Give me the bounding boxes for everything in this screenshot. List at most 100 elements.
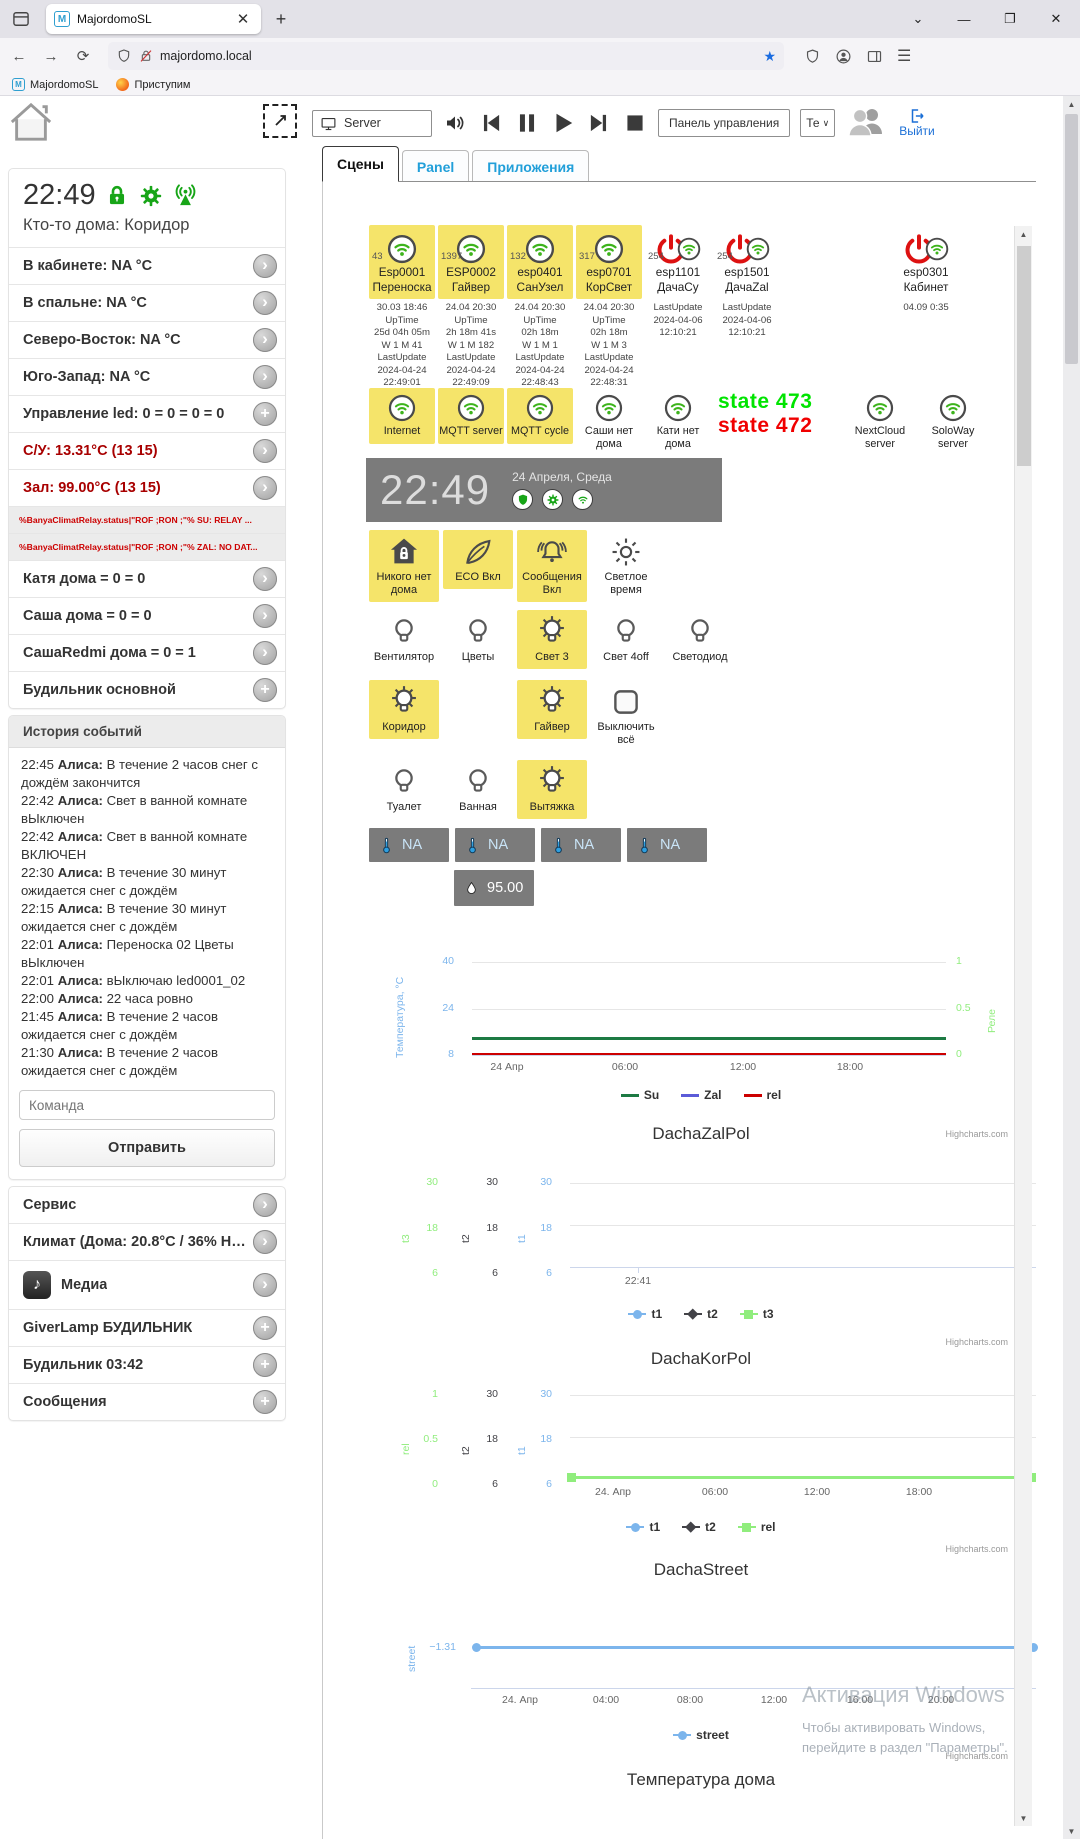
- media-pause-button[interactable]: [514, 110, 540, 136]
- device-tile[interactable]: 317 esp0701 КорСвет 24.04 20:30 UpTime 0…: [576, 225, 642, 390]
- main-tab[interactable]: Panel: [401, 150, 470, 182]
- theme-select[interactable]: Те ∨: [800, 109, 836, 137]
- url-text[interactable]: majordomo.local: [160, 49, 252, 63]
- volume-icon[interactable]: [442, 110, 468, 136]
- sidebar-row[interactable]: ♪ Сообщения: [9, 1383, 285, 1420]
- scene-button[interactable]: Гайвер: [517, 680, 587, 739]
- scene-button[interactable]: Никого нет дома: [369, 530, 439, 602]
- legend-item[interactable]: street: [673, 1728, 729, 1742]
- scene-button[interactable]: Цветы: [443, 610, 513, 669]
- legend-item[interactable]: Zal: [681, 1088, 722, 1102]
- legend-item[interactable]: rel: [737, 1520, 776, 1534]
- legend-item[interactable]: rel: [743, 1088, 781, 1102]
- sidebar-row[interactable]: ♪ GiverLamp БУДИЛЬНИК: [9, 1309, 285, 1346]
- command-input[interactable]: [19, 1090, 275, 1120]
- sidebar-row[interactable]: ♪ Будильник 03:42: [9, 1346, 285, 1383]
- users-avatar-icon[interactable]: [845, 104, 889, 142]
- browser-tab[interactable]: M MajordomoSL ✕: [46, 4, 261, 34]
- extension-shield-icon[interactable]: [804, 48, 821, 65]
- scroll-down-icon[interactable]: ▼: [1067, 1826, 1076, 1836]
- sidebar-row[interactable]: ♪ Будильник основной: [9, 671, 285, 708]
- row-action-button[interactable]: [253, 402, 277, 426]
- thermometer-tile[interactable]: NA: [369, 828, 449, 862]
- main-tab[interactable]: Приложения: [472, 150, 590, 182]
- sidebar-row[interactable]: ♪ Юго-Запад: NA °C: [9, 358, 285, 395]
- menu-hamburger-icon[interactable]: ☰: [897, 48, 912, 65]
- media-prev-button[interactable]: [478, 110, 504, 136]
- new-tab-button[interactable]: +: [275, 8, 287, 29]
- device-tile[interactable]: 1397 ESP0002 Гайвер 24.04 20:30 UpTime 2…: [438, 225, 504, 390]
- address-field[interactable]: majordomo.local ★: [108, 42, 784, 70]
- row-action-button[interactable]: [253, 1353, 277, 1377]
- row-action-button[interactable]: [253, 254, 277, 278]
- sidebar-row[interactable]: ♪ Управление led: 0 = 0 = 0 = 0: [9, 395, 285, 432]
- row-action-button[interactable]: [253, 1316, 277, 1340]
- legend-item[interactable]: t1: [628, 1307, 662, 1321]
- bookmark-item[interactable]: Приступим: [116, 78, 190, 91]
- sidebar-row[interactable]: ♪ Климат (Дома: 20.8°C / 36% На ул...: [9, 1223, 285, 1260]
- send-button[interactable]: Отправить: [19, 1129, 275, 1167]
- bookmark-item[interactable]: M MajordomoSL: [12, 78, 98, 91]
- back-button[interactable]: ←: [11, 47, 27, 65]
- sidebar-row[interactable]: ♪ С/У: 13.31°C (13 15): [9, 432, 285, 469]
- server-select[interactable]: Server: [312, 109, 432, 137]
- media-stop-button[interactable]: [622, 110, 648, 136]
- scene-button[interactable]: ECO Вкл: [443, 530, 513, 589]
- sidebar-row[interactable]: ♪ Зал: 99.00°C (13 15): [9, 469, 285, 506]
- tab-close-icon[interactable]: ✕: [236, 11, 250, 28]
- status-tile[interactable]: Саши нет дома: [576, 388, 642, 457]
- scene-button[interactable]: Свет 4off: [591, 610, 661, 669]
- status-tile[interactable]: NextCloud server: [845, 388, 915, 457]
- antenna-icon[interactable]: [172, 182, 199, 209]
- sidebar-toggle-icon[interactable]: [866, 48, 883, 65]
- browser-scrollbar-thumb[interactable]: [1065, 114, 1078, 364]
- row-action-button[interactable]: [253, 567, 277, 591]
- device-tile[interactable]: esp0301 Кабинет 04.09 0:35: [893, 225, 959, 390]
- forward-button[interactable]: →: [43, 47, 59, 65]
- sidebar-row[interactable]: ♪ %BanyaClimatRelay.status|"ROF ;RON ;"%…: [9, 533, 285, 560]
- highcharts-credit[interactable]: Highcharts.com: [945, 1129, 1008, 1139]
- legend-item[interactable]: t3: [739, 1307, 774, 1321]
- account-icon[interactable]: [835, 48, 852, 65]
- media-next-button[interactable]: [586, 110, 612, 136]
- bookmark-star-icon[interactable]: ★: [763, 47, 776, 64]
- window-close-button[interactable]: ✕: [1050, 11, 1062, 26]
- scroll-up-icon[interactable]: ▲: [1067, 99, 1076, 109]
- thermometer-tile[interactable]: NA: [455, 828, 535, 862]
- highcharts-credit[interactable]: Highcharts.com: [945, 1544, 1008, 1554]
- scene-button[interactable]: Свет 3: [517, 610, 587, 669]
- row-action-button[interactable]: [253, 641, 277, 665]
- tab-list-chevron-icon[interactable]: ⌄: [912, 11, 924, 26]
- panel-scrollbar[interactable]: ▲ ▼: [1014, 226, 1032, 1826]
- device-tile[interactable]: 43 Esp0001 Переноска 30.03 18:46 UpTime …: [369, 225, 435, 390]
- sidebar-row[interactable]: ♪ В спальне: NA °C: [9, 284, 285, 321]
- scroll-up-icon[interactable]: ▲: [1019, 229, 1028, 239]
- device-tile[interactable]: 254 esp1101 ДачаСу LastUpdate 2024-04-06…: [645, 225, 711, 390]
- reload-button[interactable]: ⟳: [76, 48, 90, 65]
- scroll-down-icon[interactable]: ▼: [1019, 1813, 1028, 1823]
- scene-button[interactable]: Туалет: [369, 760, 439, 819]
- browser-scrollbar[interactable]: ▲ ▼: [1063, 96, 1080, 1839]
- sidebar-row[interactable]: ♪ Катя дома = 0 = 0: [9, 560, 285, 597]
- logout-button[interactable]: Выйти: [899, 107, 935, 138]
- sidebar-row[interactable]: ♪ Сервис: [9, 1187, 285, 1223]
- sidebar-row[interactable]: ♪ СашаRedmi дома = 0 = 1: [9, 634, 285, 671]
- tracking-shield-icon[interactable]: [116, 48, 132, 64]
- humidity-tile[interactable]: 95.00: [454, 870, 534, 906]
- media-play-button[interactable]: [550, 110, 576, 136]
- device-tile[interactable]: 132 esp0401 СанУзел 24.04 20:30 UpTime 0…: [507, 225, 573, 390]
- gear-icon[interactable]: [138, 183, 164, 209]
- legend-item[interactable]: t2: [682, 1520, 716, 1534]
- wifi-icon[interactable]: [572, 489, 594, 510]
- thermometer-tile[interactable]: NA: [627, 828, 707, 862]
- sidebar-row[interactable]: ♪ Медиа: [9, 1260, 285, 1309]
- shield-icon[interactable]: [512, 489, 534, 510]
- legend-item[interactable]: Su: [620, 1088, 659, 1102]
- legend-item[interactable]: t1: [626, 1520, 660, 1534]
- row-action-button[interactable]: [253, 1390, 277, 1414]
- scene-button[interactable]: Сообщения Вкл: [517, 530, 587, 602]
- status-tile[interactable]: MQTT cycle: [507, 388, 573, 444]
- row-action-button[interactable]: [253, 1273, 277, 1297]
- device-tile[interactable]: 254 esp1501 ДачаZal LastUpdate 2024-04-0…: [714, 225, 780, 390]
- home-icon[interactable]: [8, 100, 54, 144]
